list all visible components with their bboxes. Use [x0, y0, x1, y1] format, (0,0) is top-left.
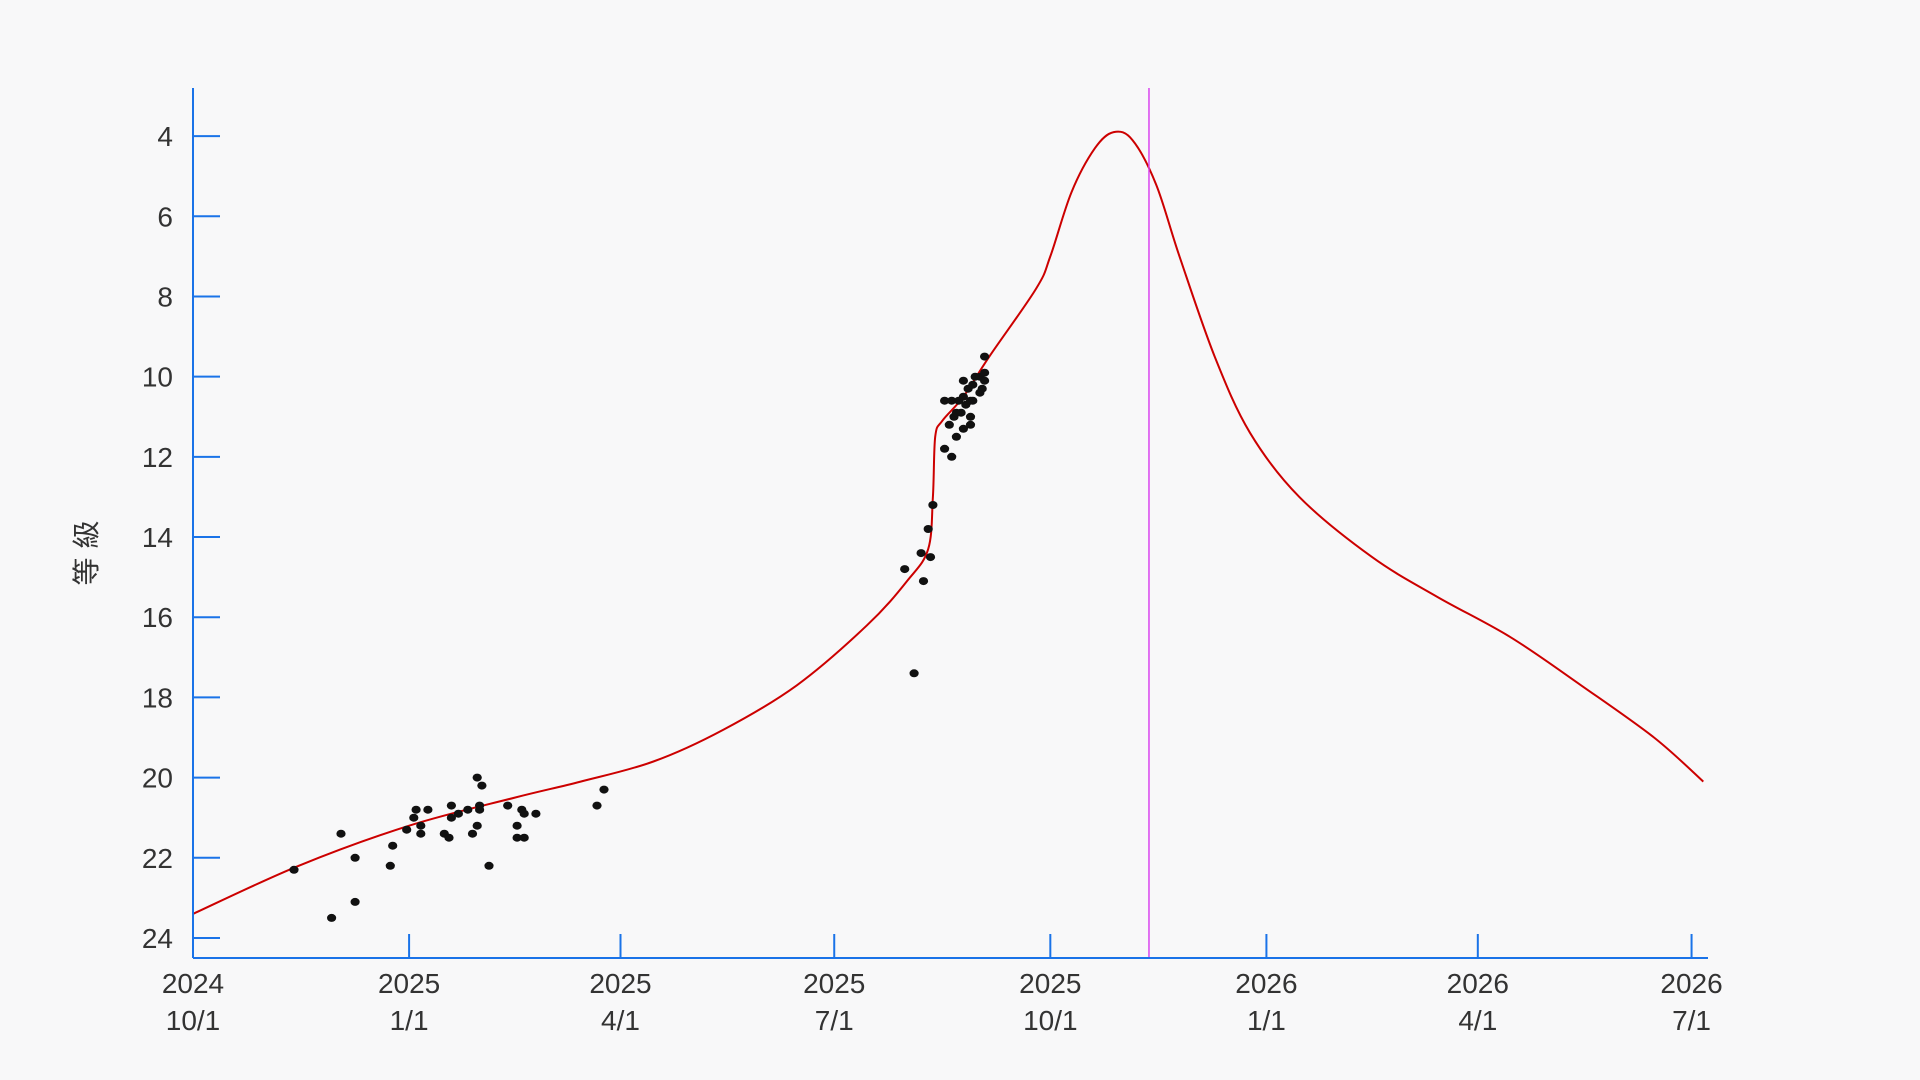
x-tick-label-year: 2024: [162, 968, 224, 999]
data-point: [909, 669, 919, 678]
y-axis-title: 等 級: [70, 521, 103, 586]
data-point: [947, 452, 957, 461]
data-point: [531, 809, 541, 818]
x-tick-label-year: 2025: [589, 968, 651, 999]
data-point: [484, 861, 494, 870]
data-point: [980, 368, 990, 377]
x-tick-label-date: 7/1: [1672, 1005, 1711, 1036]
y-tick-label: 8: [157, 281, 173, 312]
data-point: [980, 352, 990, 361]
data-point: [956, 408, 966, 417]
data-point: [416, 829, 426, 838]
x-tick-label-date: 10/1: [166, 1005, 221, 1036]
data-point: [475, 801, 485, 810]
x-tick-label-year: 2026: [1447, 968, 1509, 999]
y-tick-label: 22: [142, 843, 173, 874]
data-point: [977, 384, 987, 393]
y-tick-label: 4: [157, 121, 173, 152]
data-point: [472, 821, 482, 830]
data-point: [503, 801, 513, 810]
data-point: [968, 396, 978, 405]
data-point: [444, 833, 454, 842]
data-point: [512, 821, 522, 830]
x-tick-label-date: 4/1: [601, 1005, 640, 1036]
data-point: [980, 376, 990, 385]
data-point: [925, 553, 936, 562]
data-point: [916, 549, 926, 558]
data-point: [385, 861, 395, 870]
x-tick-label-year: 2026: [1235, 968, 1297, 999]
data-point: [512, 833, 522, 842]
y-axis: 4 6 8 10 12 14 16 18 20 22 24: [142, 88, 220, 958]
data-point: [965, 420, 976, 429]
plot-area: [192, 88, 1704, 958]
y-tick-label: 10: [142, 362, 173, 393]
data-point: [423, 805, 433, 814]
data-point: [350, 897, 360, 906]
data-point: [900, 565, 910, 574]
data-point: [453, 809, 463, 818]
data-point: [958, 376, 969, 385]
y-tick-label: 16: [142, 602, 173, 633]
x-tick-label-date: 10/1: [1023, 1005, 1078, 1036]
fitted-curve: [192, 130, 1704, 915]
data-point: [467, 829, 478, 838]
data-point: [446, 801, 456, 810]
data-point: [958, 392, 969, 401]
data-point: [947, 396, 957, 405]
data-point: [951, 432, 962, 441]
y-tick-label: 20: [142, 763, 173, 794]
data-point: [388, 841, 398, 850]
data-point: [289, 865, 299, 874]
x-tick-label-date: 4/1: [1458, 1005, 1497, 1036]
data-point: [416, 821, 426, 830]
data-point: [592, 801, 602, 810]
data-point: [472, 773, 482, 782]
x-tick-label-year: 2025: [803, 968, 865, 999]
data-point: [958, 424, 969, 433]
data-point: [940, 444, 950, 453]
data-point: [411, 805, 421, 814]
data-point: [409, 813, 419, 822]
x-tick-label-year: 2025: [1019, 968, 1081, 999]
data-point: [918, 577, 929, 586]
data-point: [463, 805, 473, 814]
x-tick-label-year: 2025: [378, 968, 440, 999]
data-point: [350, 853, 360, 862]
data-point: [477, 781, 487, 790]
data-point: [519, 833, 529, 842]
data-point: [928, 501, 938, 509]
data-point: [965, 412, 976, 421]
x-tick-label-date: 1/1: [1247, 1005, 1286, 1036]
x-tick-label-date: 1/1: [390, 1005, 429, 1036]
data-point: [968, 380, 978, 389]
data-point: [940, 396, 950, 405]
data-point: [923, 525, 933, 533]
y-tick-label: 12: [142, 442, 173, 473]
x-tick-label-year: 2026: [1660, 968, 1722, 999]
y-tick-label: 24: [142, 923, 173, 954]
data-point: [327, 913, 337, 922]
data-point: [944, 420, 954, 429]
observation-points: [289, 352, 990, 922]
y-tick-label: 6: [157, 201, 173, 232]
data-point: [446, 813, 456, 822]
data-point: [402, 825, 412, 834]
y-tick-label: 18: [142, 682, 173, 713]
x-tick-label-date: 7/1: [815, 1005, 854, 1036]
data-point: [599, 785, 609, 794]
x-axis: 2024 10/1 2025 1/1 2025 4/1 2025 7/1 2025 10/1 202…: [162, 934, 1723, 1036]
y-tick-label: 14: [142, 522, 173, 553]
data-point: [336, 829, 346, 838]
data-point: [519, 809, 529, 818]
